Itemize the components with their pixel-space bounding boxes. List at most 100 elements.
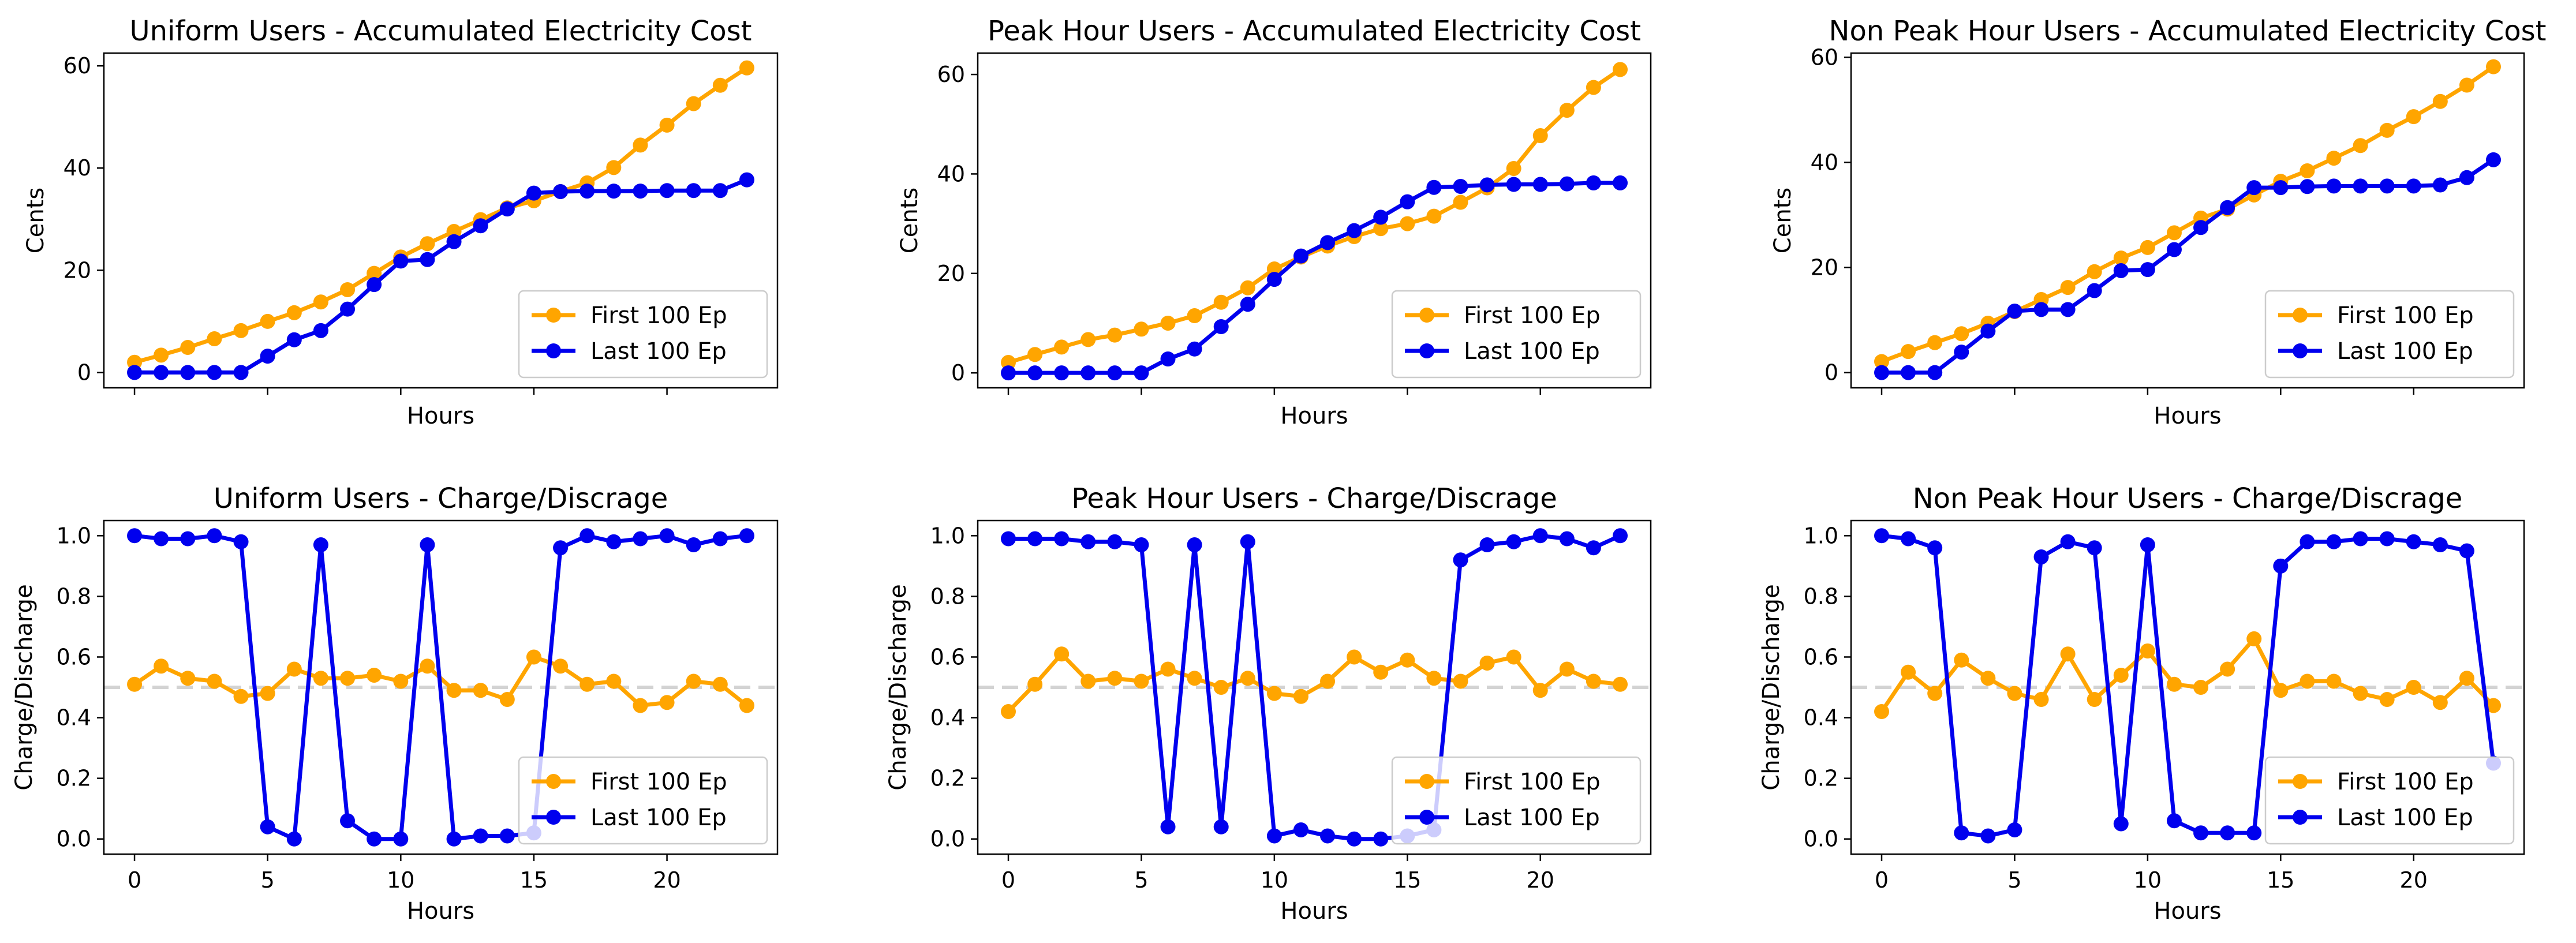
data-point: [1213, 294, 1229, 310]
legend-marker: [2293, 308, 2308, 323]
x-tick-label: 0: [1875, 867, 1889, 893]
data-point: [1927, 686, 1943, 701]
y-axis-label: Cents: [1770, 188, 1796, 253]
data-point: [286, 332, 302, 347]
legend-label: First 100 Ep: [2337, 302, 2474, 329]
data-point: [499, 692, 515, 708]
data-point: [2353, 531, 2368, 547]
data-point: [1240, 534, 1255, 549]
data-point: [154, 347, 169, 363]
data-point: [633, 184, 648, 199]
data-point: [1980, 323, 1996, 339]
data-point: [2459, 543, 2474, 559]
data-point: [1874, 704, 1889, 720]
y-tick-label: 0.4: [1804, 705, 1838, 731]
x-axis-label: Hours: [1280, 898, 1348, 925]
data-point: [739, 528, 754, 544]
data-point: [1586, 175, 1601, 190]
legend-label: Last 100 Ep: [2337, 338, 2473, 365]
data-point: [1027, 531, 1043, 547]
data-point: [233, 534, 249, 549]
data-point: [473, 828, 488, 844]
data-point: [180, 340, 196, 356]
x-tick-label: 10: [387, 867, 414, 893]
data-point: [1613, 62, 1628, 77]
y-tick-label: 1.0: [57, 523, 91, 548]
subplot-title: Non Peak Hour Users - Charge/Discrage: [1913, 482, 2463, 515]
data-point: [1426, 208, 1442, 224]
data-point: [1453, 178, 1468, 194]
legend-box: [1391, 290, 1642, 379]
data-point: [313, 671, 328, 686]
data-point: [2300, 163, 2315, 178]
data-point: [207, 528, 222, 544]
legend: First 100 Ep Last 100 Ep: [1391, 756, 1642, 845]
data-point: [2113, 250, 2129, 266]
data-point: [1266, 686, 1282, 701]
data-point: [1001, 704, 1016, 720]
data-point: [233, 688, 249, 704]
data-point: [739, 172, 754, 188]
data-point: [260, 819, 275, 835]
y-tick-label: 60: [937, 62, 965, 87]
data-point: [2113, 667, 2129, 683]
subplot-3: Non Peak Hour Users - Accumulated Electr…: [1770, 15, 2546, 429]
series-last-100-ep: [1874, 152, 2501, 380]
data-point: [579, 676, 595, 692]
data-point: [233, 365, 249, 380]
data-point: [2486, 152, 2501, 167]
data-point: [499, 201, 515, 217]
legend-label: First 100 Ep: [590, 769, 727, 795]
data-point: [1874, 354, 1889, 369]
x-tick-label: 5: [261, 867, 275, 893]
data-point: [659, 183, 675, 199]
y-tick-label: 20: [1811, 255, 1838, 280]
data-point: [2300, 673, 2315, 689]
data-point: [340, 301, 356, 317]
y-tick-label: 1.0: [1804, 523, 1838, 548]
data-point: [1081, 534, 1096, 549]
data-point: [633, 137, 648, 153]
data-point: [340, 813, 356, 829]
data-point: [1954, 345, 1969, 360]
data-point: [1954, 825, 1969, 841]
data-point: [2406, 534, 2421, 549]
x-axis-label: Hours: [407, 403, 474, 429]
data-point: [1187, 537, 1202, 553]
y-tick-label: 0.6: [57, 644, 91, 669]
legend: First 100 Ep Last 100 Ep: [2264, 290, 2515, 379]
data-point: [2246, 631, 2262, 646]
data-point: [2459, 77, 2474, 93]
data-point: [2273, 180, 2289, 196]
data-point: [2007, 304, 2022, 319]
y-tick-label: 0: [77, 360, 91, 385]
data-point: [367, 667, 382, 683]
data-point: [2060, 646, 2076, 662]
x-axis-label: Hours: [2153, 898, 2221, 925]
data-point: [2326, 534, 2342, 549]
data-point: [739, 60, 754, 76]
data-point: [1347, 831, 1362, 847]
y-tick-label: 0.4: [57, 705, 91, 731]
data-point: [1980, 828, 1996, 844]
data-point: [1613, 676, 1628, 692]
data-point: [1134, 673, 1149, 689]
data-point: [1134, 537, 1149, 553]
data-point: [1107, 671, 1123, 686]
legend: First 100 Ep Last 100 Ep: [518, 290, 768, 379]
legend: First 100 Ep Last 100 Ep: [2264, 756, 2515, 845]
data-point: [1479, 537, 1495, 553]
data-point: [633, 531, 648, 547]
data-point: [1266, 261, 1282, 277]
x-tick-label: 10: [1261, 867, 1288, 893]
legend-marker: [1419, 308, 1434, 323]
data-point: [1293, 688, 1308, 704]
y-tick-label: 0.0: [57, 826, 91, 852]
data-point: [1479, 655, 1495, 671]
data-point: [2326, 673, 2342, 689]
data-point: [286, 305, 302, 320]
data-point: [420, 236, 435, 252]
x-tick-label: 10: [2134, 867, 2162, 893]
data-point: [1027, 365, 1043, 381]
